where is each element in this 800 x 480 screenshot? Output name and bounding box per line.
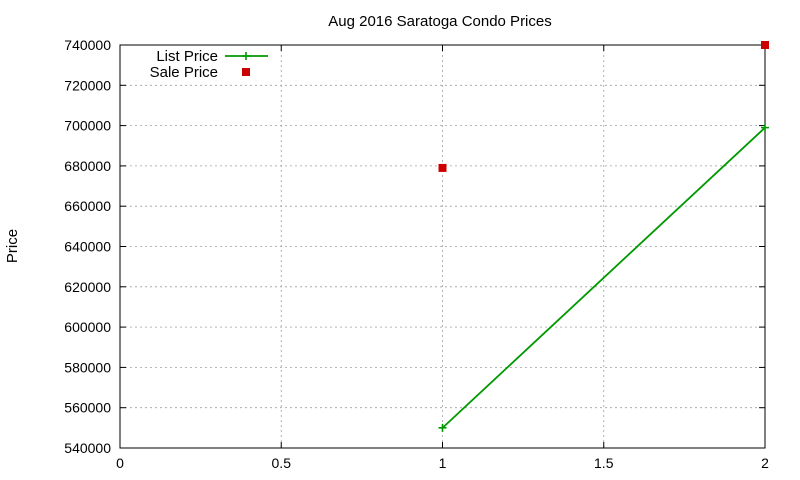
y-tick-label: 680000 <box>64 158 111 174</box>
x-tick-label: 0 <box>116 455 124 471</box>
x-tick-label: 1 <box>439 455 447 471</box>
legend-label-list-price: List Price <box>156 48 218 65</box>
y-tick-label: 740000 <box>64 37 111 53</box>
sale-price-point <box>438 163 447 172</box>
y-tick-label: 580000 <box>64 359 111 375</box>
chart-title: Aug 2016 Saratoga Condo Prices <box>328 13 551 30</box>
y-tick-label: 700000 <box>64 118 111 134</box>
y-tick-label: 540000 <box>64 440 111 456</box>
x-tick-label: 2 <box>761 455 769 471</box>
y-tick-label: 600000 <box>64 319 111 335</box>
y-tick-label: 720000 <box>64 77 111 93</box>
plot-frame <box>119 44 766 449</box>
grid <box>120 45 765 448</box>
list-price-line <box>441 126 766 429</box>
list-price-point <box>761 123 769 132</box>
y-tick-label: 620000 <box>64 279 111 295</box>
y-axis-label: Price <box>4 229 21 263</box>
x-tick-label: 0.5 <box>272 455 292 471</box>
y-tick-label: 560000 <box>64 400 111 416</box>
legend-marker-sale-price <box>242 68 250 76</box>
sale-price-point <box>761 41 769 49</box>
series-layer <box>438 41 769 432</box>
legend-label-sale-price: Sale Price <box>150 64 218 81</box>
legend-marker-list-price <box>242 52 250 60</box>
ticks: 540000 560000 580000 600000 620000 640000 6600… <box>64 37 769 471</box>
y-tick-label: 640000 <box>64 239 111 255</box>
x-tick-label: 1.5 <box>594 455 614 471</box>
y-tick-label: 660000 <box>64 198 111 214</box>
list-price-point <box>438 423 447 432</box>
